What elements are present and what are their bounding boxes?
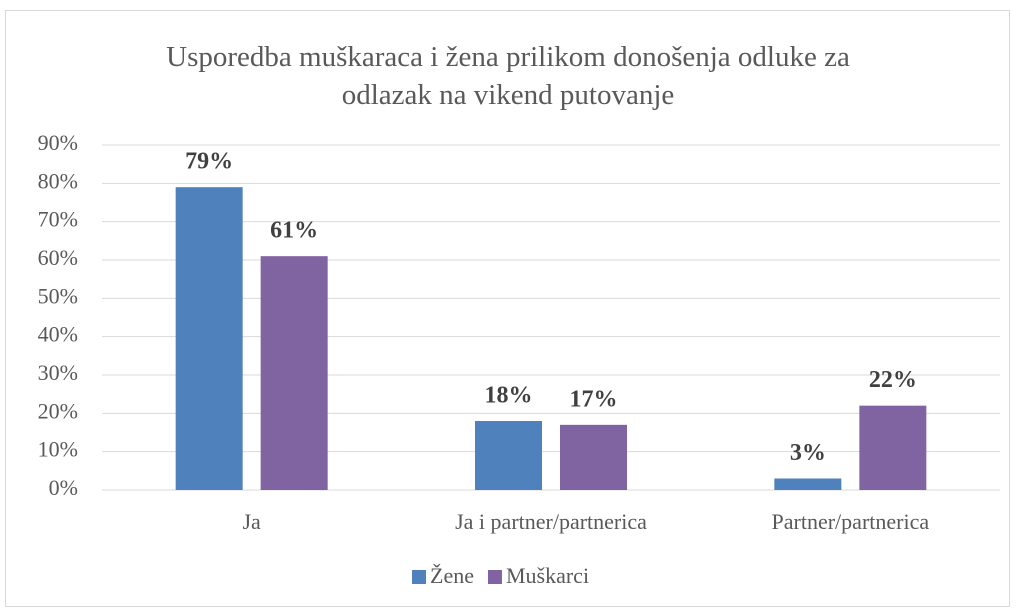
y-tick-label: 70% (38, 207, 78, 232)
bar (475, 421, 542, 490)
x-tick-label: Ja i partner/partnerica (455, 509, 647, 534)
legend-swatch (487, 570, 502, 584)
y-tick-label: 50% (38, 283, 78, 308)
y-tick-label: 0% (49, 475, 78, 500)
legend-label: Žene (430, 563, 474, 588)
y-tick-label: 90% (38, 130, 78, 155)
x-tick-label: Ja (243, 509, 262, 534)
bar (859, 405, 927, 490)
chart-border (5, 10, 1010, 607)
y-tick-label: 20% (38, 398, 78, 423)
bar (175, 187, 243, 490)
x-tick-label: Partner/partnerica (772, 509, 930, 534)
data-label: 3% (790, 440, 826, 466)
y-tick-label: 10% (38, 437, 78, 462)
y-tick-label: 60% (38, 245, 78, 270)
data-label: 22% (869, 367, 917, 393)
bar (260, 256, 328, 490)
y-tick-label: 40% (38, 322, 78, 347)
data-label: 61% (270, 218, 318, 244)
data-label: 79% (185, 149, 233, 175)
data-label: 17% (570, 386, 618, 412)
legend-swatch (412, 570, 426, 584)
data-label: 18% (485, 383, 533, 409)
y-tick-label: 30% (38, 360, 78, 385)
y-tick-label: 80% (38, 168, 78, 193)
bar (774, 478, 842, 490)
bar (560, 424, 627, 490)
chart-title: Usporedba muškaraca i žena prilikom dono… (166, 41, 850, 111)
legend-label: Muškarci (506, 563, 589, 588)
